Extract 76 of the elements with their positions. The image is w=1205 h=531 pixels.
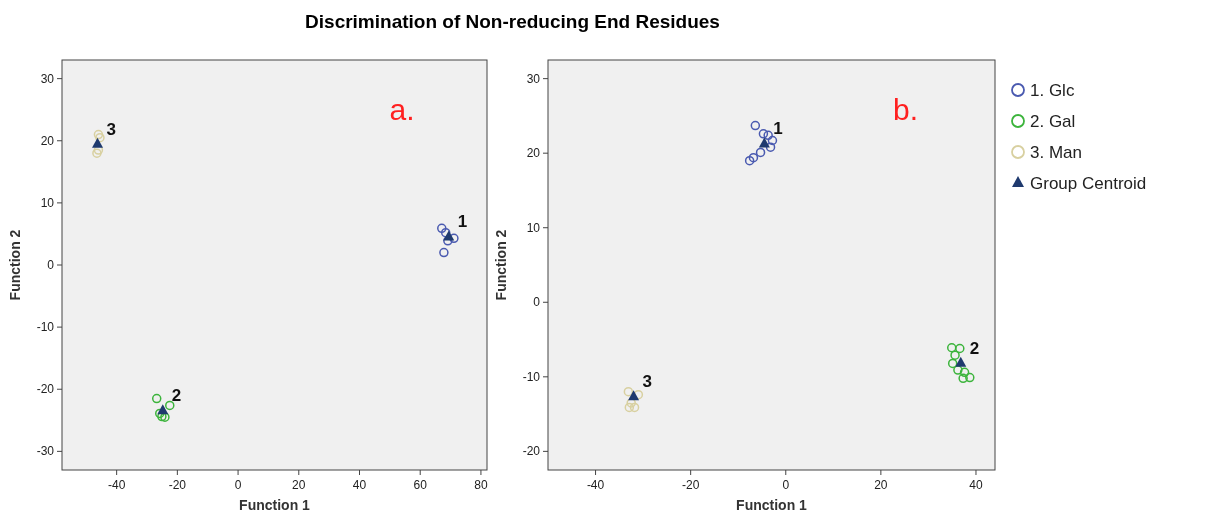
x-tick-label: 0 xyxy=(234,478,242,492)
point xyxy=(165,400,175,411)
y-tick-label: 0 xyxy=(533,295,541,310)
point xyxy=(437,223,447,234)
point xyxy=(763,130,773,141)
point xyxy=(755,147,766,158)
point xyxy=(92,137,104,148)
legend-label: 1. Glc xyxy=(1030,81,1075,100)
x-tick-label: 60 xyxy=(413,478,428,492)
point xyxy=(443,236,453,246)
point xyxy=(950,350,960,360)
x-axis-title: Function 1 xyxy=(736,497,808,513)
y-axis-title: Function 2 xyxy=(7,229,23,301)
point xyxy=(626,398,636,408)
y-tick-label: -20 xyxy=(522,444,541,459)
point xyxy=(758,137,770,148)
point xyxy=(151,393,162,404)
annotation: 1 xyxy=(457,212,468,232)
y-tick-label: -30 xyxy=(36,444,55,459)
point xyxy=(758,129,769,139)
point xyxy=(953,365,963,375)
point xyxy=(748,152,759,163)
point xyxy=(449,233,459,244)
y-tick-label: -20 xyxy=(36,382,55,397)
point xyxy=(157,404,169,415)
point xyxy=(624,402,635,413)
annotation: 1 xyxy=(773,119,783,139)
y-tick-label: -10 xyxy=(522,369,541,384)
x-tick-label: -20 xyxy=(168,478,187,492)
y-tick-label: 10 xyxy=(40,195,55,210)
y-tick-label: -10 xyxy=(36,320,55,335)
point xyxy=(443,230,455,241)
y-tick-label: 30 xyxy=(526,71,541,86)
point xyxy=(765,142,776,152)
point xyxy=(629,402,640,413)
point xyxy=(744,155,755,166)
point xyxy=(965,372,975,383)
point xyxy=(958,373,968,384)
y-tick-label: 20 xyxy=(526,146,541,161)
y-axis-title: Function 2 xyxy=(493,229,509,301)
point xyxy=(628,390,640,401)
x-tick-label: 80 xyxy=(474,478,488,492)
point xyxy=(946,343,957,353)
annotation: b. xyxy=(893,93,919,126)
legend-label: 3. Man xyxy=(1030,143,1082,162)
point xyxy=(767,135,778,146)
point xyxy=(947,358,958,369)
point xyxy=(439,247,449,258)
point xyxy=(440,227,451,238)
x-tick-label: -40 xyxy=(586,478,605,492)
legend-label: 2. Gal xyxy=(1030,112,1076,131)
x-tick-label: -40 xyxy=(107,478,126,492)
annotation: 3 xyxy=(642,372,653,392)
legend-label: Group Centroid xyxy=(1030,174,1147,193)
x-tick-label: 20 xyxy=(292,478,306,492)
y-tick-label: 30 xyxy=(40,71,55,86)
point xyxy=(633,389,644,400)
annotation: 2 xyxy=(969,338,980,358)
annotation: a. xyxy=(389,93,415,126)
y-tick-label: 20 xyxy=(40,133,55,148)
x-tick-label: 40 xyxy=(969,478,983,492)
chart-title: Discrimination of Non-reducing End Residues xyxy=(305,11,720,32)
point xyxy=(623,386,634,397)
x-tick-label: -20 xyxy=(681,478,700,492)
point xyxy=(955,343,965,354)
point xyxy=(955,356,967,367)
x-tick-label: 0 xyxy=(782,478,790,492)
annotation: 2 xyxy=(171,386,182,406)
x-tick-label: 40 xyxy=(352,478,367,492)
x-tick-label: 20 xyxy=(874,478,888,492)
point xyxy=(750,120,761,131)
y-tick-label: 10 xyxy=(526,220,541,235)
point xyxy=(959,367,970,378)
annotation: 3 xyxy=(106,119,116,139)
x-axis-title: Function 1 xyxy=(239,497,311,513)
y-tick-label: 0 xyxy=(47,258,55,272)
